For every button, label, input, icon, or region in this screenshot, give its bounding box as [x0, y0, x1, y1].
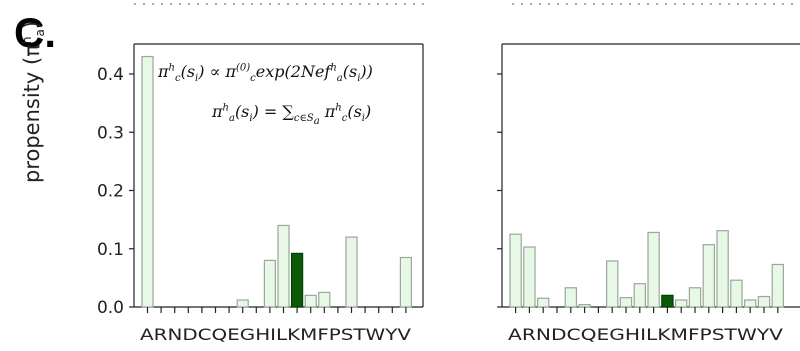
- panel-1-ytick-label: 0.0: [97, 298, 124, 318]
- panel-1-ytick-label: 0.4: [97, 65, 124, 85]
- panel-1-bar-A: [141, 55, 154, 308]
- panel-2-bar-Y: [757, 295, 771, 308]
- panel-1-bar-K: [291, 252, 304, 308]
- panel-2-bar-Q: [578, 304, 591, 308]
- panel-1-bar-S: [345, 236, 358, 308]
- equation-proportional: πhc(si) ∝ π(0)cexp(2Nefha(si)): [158, 62, 373, 85]
- panel-2-bar-L: [647, 231, 660, 308]
- panel-2-bar-W: [743, 299, 757, 308]
- panel-2-bar-G: [605, 260, 619, 308]
- panel-2-bar-C: [564, 287, 578, 308]
- panel-2-bar-N: [536, 297, 550, 308]
- panel-2-bar-V: [771, 263, 785, 308]
- panel-2-bar-P: [702, 244, 716, 308]
- panel-1-bar-L: [277, 224, 290, 308]
- panel-1-bar-M: [304, 294, 317, 308]
- panel-2-bar-I: [633, 283, 647, 308]
- panel-2-bar-R: [523, 246, 536, 308]
- panel-1-bar-F: [318, 291, 331, 308]
- panel-1-bar-I: [263, 259, 276, 308]
- panel-1-bar-V: [399, 256, 412, 308]
- panel-2-bar-K: [661, 294, 674, 308]
- panel-2-bar-F: [688, 287, 702, 308]
- panel-1-ytick-label: 0.2: [97, 182, 124, 202]
- panel-1-category-labels: ARNDCQEGHILKMFPSTWYV: [140, 325, 411, 344]
- panel-2-bar-A: [509, 233, 522, 308]
- equation-sum: πha(si) = ∑c∈Sa πhc(si): [212, 102, 372, 128]
- panel-1-ytick-label: 0.3: [97, 123, 124, 143]
- panel-2-bar-T: [730, 279, 743, 308]
- panel-label: C.: [14, 9, 56, 56]
- panel-2-bar-M: [674, 299, 688, 308]
- panel-2-category-labels: ARNDCQEGHILKMFPSTWYV: [508, 325, 783, 344]
- panel-1-ytick-label: 0.1: [97, 240, 124, 260]
- panel-2-bar-S: [716, 230, 729, 308]
- panel-1-bar-G: [236, 299, 249, 308]
- panel-2-bar-H: [619, 297, 633, 308]
